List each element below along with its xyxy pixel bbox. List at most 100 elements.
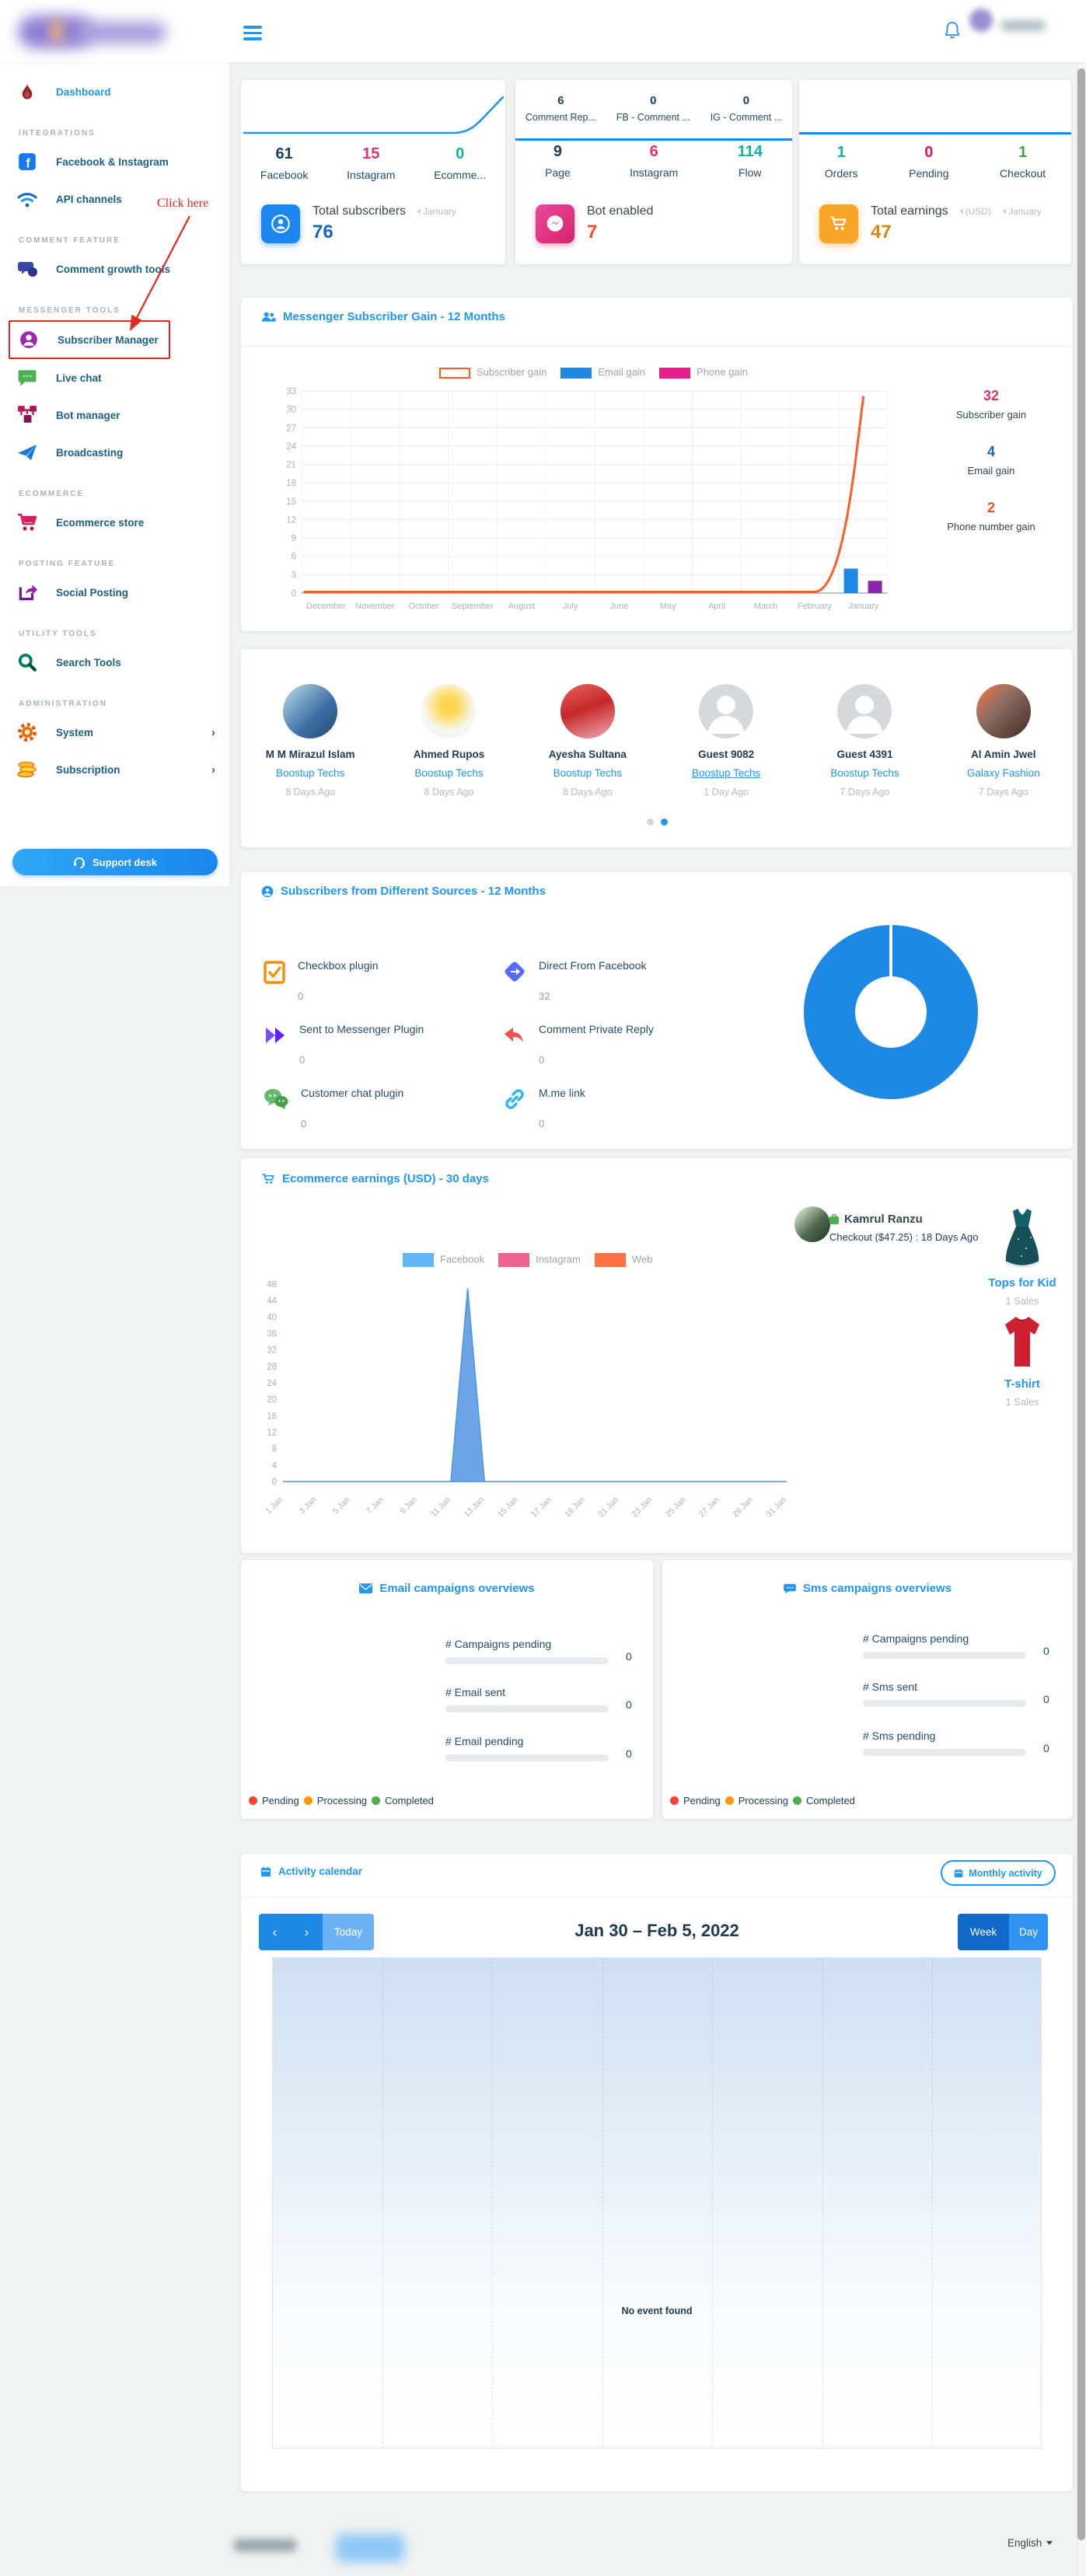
support-desk-button[interactable]: Support desk: [12, 849, 218, 875]
sidebar-item-subscription[interactable]: Subscription ›: [0, 751, 229, 788]
shopping-bag-icon: [829, 1213, 840, 1225]
page-link[interactable]: Boostup Techs: [276, 767, 345, 779]
svg-text:3: 3: [292, 571, 296, 580]
scrollbar-thumb[interactable]: [1077, 68, 1085, 2540]
subscriber-card: M M Mirazul Islam Boostup Techs 8 Days A…: [241, 684, 379, 798]
source-mme-link: M.me link 0: [502, 1087, 585, 1129]
customer-avatar[interactable]: [794, 1206, 830, 1242]
footer-text-blurred: [233, 2539, 297, 2552]
dress-image[interactable]: [998, 1208, 1046, 1270]
sidebar-item-facebook-instagram[interactable]: f Facebook & Instagram: [0, 143, 229, 180]
sidebar-nav: Dashboard INTEGRATIONS f Facebook & Inst…: [0, 62, 229, 886]
svg-text:21 Jan: 21 Jan: [596, 1496, 620, 1520]
footer-button-blurred[interactable]: [336, 2534, 404, 2562]
subscribers-sparkline: [243, 96, 505, 134]
calendar-prev-button[interactable]: ‹: [259, 1914, 291, 1950]
sidebar-item-api-channels[interactable]: API channels: [0, 180, 229, 218]
calendar-day-button[interactable]: Day: [1009, 1914, 1048, 1950]
svg-text:July: July: [563, 602, 578, 611]
stat-ecommerce: 0 Ecomme...: [434, 145, 487, 181]
page-link[interactable]: Boostup Techs: [414, 767, 484, 779]
currency-tag: (USD): [956, 206, 991, 217]
monthly-activity-button[interactable]: Monthly activity: [941, 1860, 1056, 1886]
page-link[interactable]: Boostup Techs: [830, 767, 899, 779]
chat-bubble-icon: [16, 366, 39, 389]
campaigns-pending-row: # Campaigns pending 0: [445, 1638, 632, 1664]
stat-instagram: 15 Instagram: [347, 145, 396, 181]
svg-text:24: 24: [286, 442, 296, 452]
subscribers-icon: [261, 204, 300, 243]
legend-phone-gain: Phone gain: [659, 366, 748, 379]
svg-text:16: 16: [267, 1412, 277, 1421]
language-selector[interactable]: English: [1007, 2537, 1053, 2549]
legend-subscriber-gain: Subscriber gain: [439, 366, 546, 379]
carousel-dot-active[interactable]: [660, 819, 668, 826]
product-link[interactable]: Tops for Kid: [988, 1276, 1056, 1290]
envelope-icon: [359, 1583, 373, 1593]
user-avatar-blurred[interactable]: [969, 9, 993, 32]
wifi-icon: [16, 187, 39, 211]
reply-arrow-icon: [502, 1023, 527, 1066]
ecom-chart-legend: Facebook Instagram Web: [403, 1253, 652, 1267]
svg-text:5 Jan: 5 Jan: [331, 1496, 352, 1517]
subscriber-gain-value: 32: [983, 388, 1000, 403]
hamburger-menu-icon[interactable]: [243, 26, 262, 44]
sidebar-item-ecommerce-store[interactable]: Ecommerce store: [0, 504, 229, 541]
calendar-next-button[interactable]: ›: [291, 1914, 323, 1950]
calendar-grid[interactable]: No event found: [272, 1957, 1042, 2449]
sidebar-item-search-tools[interactable]: Search Tools: [0, 644, 229, 681]
product-link[interactable]: T-shirt: [1004, 1377, 1040, 1391]
sidebar-item-system[interactable]: System ›: [0, 714, 229, 751]
svg-text:December: December: [306, 602, 346, 611]
link-icon: [502, 1087, 527, 1129]
avatar-photo[interactable]: [283, 684, 338, 738]
avatar-photo[interactable]: [560, 684, 615, 738]
carousel-dot[interactable]: [646, 819, 654, 826]
section-title: Subscribers from Different Sources - 12 …: [281, 885, 546, 898]
page-link[interactable]: Boostup Techs: [553, 767, 622, 779]
checkout-detail: Checkout ($47.25) : 18 Days Ago: [829, 1231, 979, 1243]
sidebar-item-dashboard[interactable]: Dashboard: [0, 73, 229, 110]
svg-text:May: May: [660, 602, 676, 611]
subscriber-card: Guest 4391 Boostup Techs 7 Days Ago: [795, 684, 934, 798]
email-campaigns-card: Email campaigns overviews # Campaigns pe…: [241, 1560, 653, 1819]
avatar-placeholder[interactable]: [699, 684, 754, 738]
svg-text:February: February: [798, 602, 833, 611]
calendar-today-button[interactable]: Today: [323, 1914, 374, 1950]
sidebar-item-bot-manager[interactable]: Bot manager: [0, 396, 229, 434]
sidebar-item-comment-growth-tools[interactable]: Comment growth tools: [0, 250, 229, 288]
pending-dot: [249, 1796, 257, 1805]
double-play-icon: [263, 1023, 288, 1066]
sidebar-item-subscriber-manager[interactable]: Subscriber Manager: [9, 320, 170, 359]
calendar-week-button[interactable]: Week: [958, 1914, 1009, 1950]
sms-chat-icon: [784, 1583, 796, 1594]
stat-checkout: 1 Checkout: [1000, 144, 1046, 180]
sidebar-item-social-posting[interactable]: Social Posting: [0, 574, 229, 611]
email-gain-value: 4: [986, 444, 995, 459]
svg-text:3 Jan: 3 Jan: [298, 1496, 319, 1517]
avatar-placeholder[interactable]: [837, 684, 892, 738]
scrollbar-track[interactable]: [1077, 0, 1086, 2576]
svg-text:18: 18: [286, 479, 296, 488]
sidebar-item-live-chat[interactable]: Live chat: [0, 359, 229, 396]
svg-text:19 Jan: 19 Jan: [563, 1496, 587, 1520]
avatar-photo[interactable]: [421, 684, 477, 738]
legend-facebook: Facebook: [403, 1253, 484, 1267]
sms-pending-row: # Sms pending 0: [863, 1730, 1049, 1756]
page-link[interactable]: Boostup Techs: [691, 767, 761, 779]
sidebar-section-posting-feature: POSTING FEATURE: [19, 559, 116, 568]
tshirt-image[interactable]: [999, 1314, 1046, 1371]
page-link[interactable]: Galaxy Fashion: [966, 767, 1040, 779]
svg-text:f: f: [26, 157, 30, 171]
svg-text:27: 27: [286, 424, 296, 433]
svg-text:11 Jan: 11 Jan: [429, 1496, 452, 1519]
card-title: Bot enabled: [587, 204, 654, 218]
svg-text:September: September: [452, 602, 494, 611]
avatar-photo[interactable]: [976, 684, 1031, 738]
svg-text:October: October: [409, 602, 439, 611]
notifications-bell-icon[interactable]: [944, 21, 961, 40]
subscriber-card: Al Amin Jwel Galaxy Fashion 7 Days Ago: [934, 684, 1073, 798]
share-post-icon: [16, 581, 39, 604]
sidebar-item-broadcasting[interactable]: Broadcasting: [0, 434, 229, 471]
svg-text:November: November: [355, 602, 395, 611]
